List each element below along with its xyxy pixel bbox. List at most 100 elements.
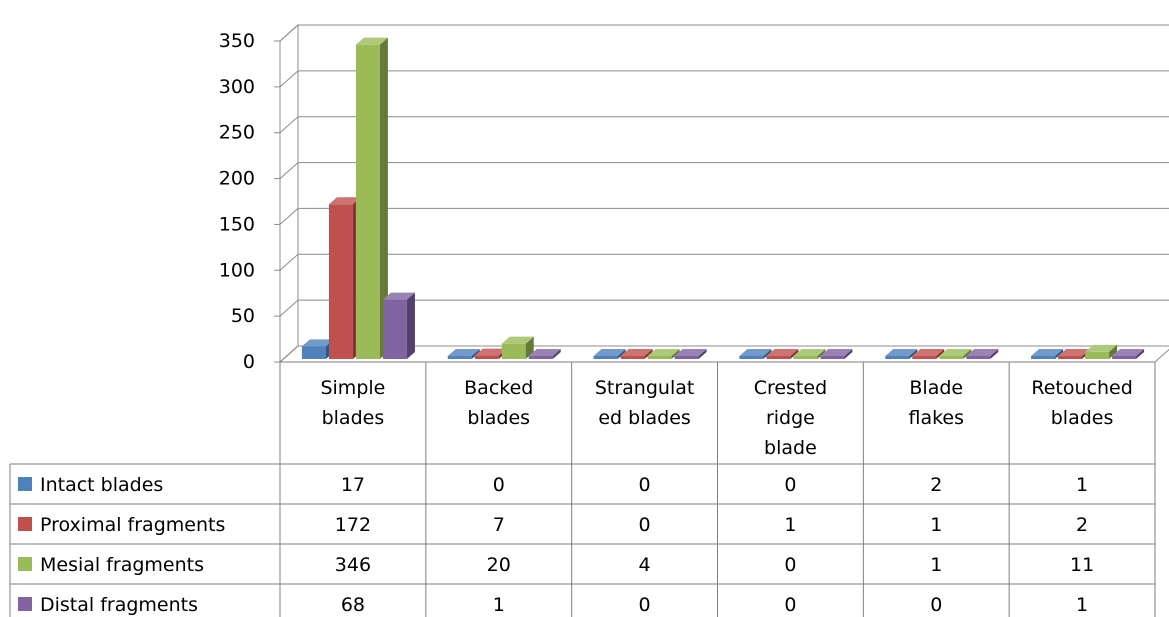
bar <box>793 349 826 359</box>
table-cell-value: 1 <box>784 514 796 536</box>
bar-side <box>763 349 772 359</box>
bar-side <box>1055 349 1064 359</box>
bar-front <box>528 356 553 359</box>
gridline <box>279 345 1169 363</box>
bar-side <box>790 349 799 359</box>
bar-top <box>939 349 972 356</box>
bar-front <box>447 356 472 359</box>
table-cell-value: 0 <box>639 514 651 536</box>
y-tick-label: 350 <box>219 30 255 52</box>
category-label: flakes <box>908 407 964 429</box>
bar-top <box>501 336 534 344</box>
bar-front <box>301 346 326 359</box>
bar-front <box>1031 356 1056 359</box>
table-cell-value: 172 <box>335 514 371 536</box>
bar <box>1112 349 1145 359</box>
bar-side <box>471 349 480 359</box>
y-tick-label: 200 <box>219 168 255 190</box>
bar-front <box>939 356 964 359</box>
bar-front <box>885 356 910 359</box>
bar-top <box>912 349 945 356</box>
bar-front <box>382 299 407 359</box>
bar-top <box>966 349 999 356</box>
bar-top <box>382 292 415 300</box>
y-tick-label: 50 <box>231 305 255 327</box>
bar-top <box>793 349 826 356</box>
legend-key <box>18 557 32 571</box>
bar <box>966 349 999 359</box>
bar-top <box>1031 349 1064 356</box>
bar-side <box>936 349 945 359</box>
y-tick-label: 100 <box>219 259 255 281</box>
table-cell-value: 7 <box>493 514 505 536</box>
side-wall <box>279 23 299 364</box>
gridline <box>279 116 1169 134</box>
table-cell-value: 346 <box>335 554 371 576</box>
back-wall <box>297 24 1169 347</box>
y-tick-label: 0 <box>243 351 255 373</box>
bar-side <box>617 349 626 359</box>
bar-side <box>909 349 918 359</box>
bar <box>1031 349 1064 359</box>
gridline <box>279 162 1169 179</box>
bar-side <box>379 37 388 359</box>
bar-side <box>1109 344 1118 359</box>
bar-top <box>474 348 507 356</box>
category-label: blades <box>1051 407 1114 429</box>
category-label: Simple <box>320 377 385 399</box>
bar-front <box>1112 356 1137 359</box>
category-label: Backed <box>464 377 533 399</box>
bar-side <box>1136 349 1145 359</box>
bar-front <box>1058 356 1083 359</box>
bar <box>885 349 918 359</box>
bar <box>528 349 561 359</box>
category-label: Crested <box>754 377 827 399</box>
table-cell-value: 1 <box>930 554 942 576</box>
bar-front <box>501 343 526 359</box>
table-cell-value: 0 <box>639 594 651 616</box>
table-cell-value: 0 <box>784 554 796 576</box>
gridlines <box>274 24 1169 363</box>
bar-side <box>671 349 680 359</box>
bar-top <box>301 339 334 347</box>
bar-top <box>1112 349 1145 356</box>
table-cell-value: 17 <box>341 474 365 496</box>
bar <box>501 336 534 359</box>
table-cell-value: 0 <box>784 594 796 616</box>
bar <box>939 349 972 359</box>
category-label: ed blades <box>598 407 690 429</box>
table-cell-value: 2 <box>930 474 942 496</box>
category-label: blades <box>467 407 530 429</box>
bar-side <box>552 349 561 359</box>
bar-top <box>885 349 918 356</box>
category-label: Strangulat <box>595 377 694 399</box>
bar-front <box>766 356 791 359</box>
gridline <box>279 207 1169 225</box>
bar <box>912 349 945 359</box>
legend-label: Intact blades <box>40 474 163 496</box>
table-cell-value: 1 <box>930 514 942 536</box>
bar-front <box>593 356 618 359</box>
bar-front <box>474 355 499 359</box>
y-tick-label: 300 <box>219 76 255 98</box>
bar-side <box>844 349 853 359</box>
table-cell-value: 1 <box>1076 474 1088 496</box>
table-cell-value: 2 <box>1076 514 1088 536</box>
bar-top <box>766 349 799 356</box>
legend-label: Proximal fragments <box>40 514 225 536</box>
bar-top <box>355 37 388 45</box>
bar-top <box>328 197 361 205</box>
table-cell-value: 0 <box>493 474 505 496</box>
bar <box>355 37 388 359</box>
bar-front <box>912 356 937 359</box>
table-cell-value: 0 <box>930 594 942 616</box>
bar-front <box>820 356 845 359</box>
legend-key <box>18 477 32 491</box>
table-cell-value: 68 <box>341 594 365 616</box>
bar <box>620 349 653 359</box>
bar <box>447 349 480 359</box>
gridline <box>279 253 1169 271</box>
bar-front <box>793 356 818 359</box>
table-cell-value: 20 <box>487 554 511 576</box>
